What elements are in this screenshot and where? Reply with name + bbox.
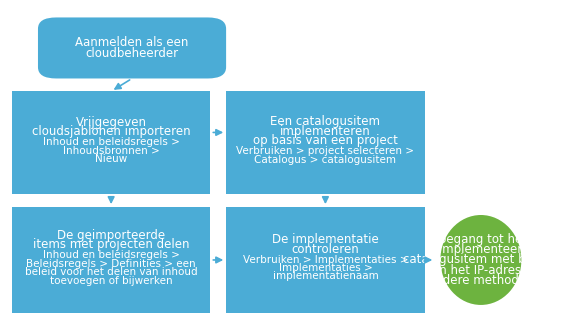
FancyBboxPatch shape: [12, 207, 210, 313]
Text: De geimporteerde: De geimporteerde: [57, 229, 165, 242]
Text: Beleidsregels > Definities > een: Beleidsregels > Definities > een: [26, 259, 196, 269]
Text: Vrijgegeven: Vrijgegeven: [75, 116, 147, 129]
Text: Verbruiken > Implementaties >: Verbruiken > Implementaties >: [243, 255, 408, 265]
Text: beleid voor het delen van inhoud: beleid voor het delen van inhoud: [25, 267, 197, 277]
Text: Implementaties >: Implementaties >: [278, 263, 373, 273]
FancyBboxPatch shape: [226, 207, 425, 313]
Text: van het IP-adres of: van het IP-adres of: [425, 264, 536, 277]
FancyBboxPatch shape: [226, 91, 425, 194]
Text: implementatienaam: implementatienaam: [273, 272, 378, 281]
FancyBboxPatch shape: [38, 17, 226, 78]
Text: geimplementeerde: geimplementeerde: [425, 243, 538, 256]
Text: cloudbeheerder: cloudbeheerder: [86, 47, 179, 60]
Text: Nieuw: Nieuw: [95, 154, 127, 164]
Text: Toegang tot het: Toegang tot het: [434, 233, 527, 246]
Text: items met projecten delen: items met projecten delen: [33, 238, 189, 251]
Text: Aanmelden als een: Aanmelden als een: [75, 36, 189, 49]
FancyBboxPatch shape: [12, 91, 210, 194]
Text: op basis van een project: op basis van een project: [253, 134, 398, 147]
Text: Een catalogusitem: Een catalogusitem: [270, 115, 380, 128]
Text: implementeren: implementeren: [280, 125, 371, 138]
Text: catalogusitem met behulp: catalogusitem met behulp: [403, 253, 558, 266]
Text: De implementatie: De implementatie: [272, 233, 379, 246]
Ellipse shape: [441, 215, 522, 305]
Text: cloudsjablonen importeren: cloudsjablonen importeren: [32, 125, 191, 138]
Text: toevoegen of bijwerken: toevoegen of bijwerken: [50, 275, 172, 285]
Text: Inhoud en beleidsregels >: Inhoud en beleidsregels >: [43, 250, 180, 260]
Text: Inhoud en beleidsregels >: Inhoud en beleidsregels >: [43, 137, 180, 147]
Text: Catalogus > catalogusitem: Catalogus > catalogusitem: [255, 155, 396, 165]
Text: Inhoudsbronnen >: Inhoudsbronnen >: [63, 146, 159, 156]
Text: Verbruiken > project selecteren >: Verbruiken > project selecteren >: [236, 146, 414, 156]
Text: controleren: controleren: [291, 243, 359, 256]
Text: andere methoden: andere methoden: [428, 274, 534, 287]
